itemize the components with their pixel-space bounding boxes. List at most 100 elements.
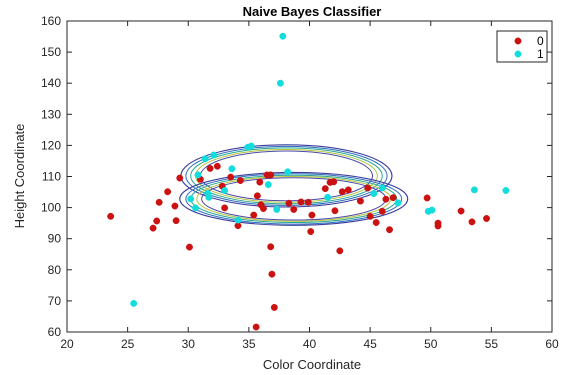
class-0-point bbox=[331, 207, 339, 215]
class-1-point bbox=[284, 168, 292, 176]
class-1-point bbox=[228, 165, 236, 173]
class-0-point bbox=[171, 202, 179, 210]
class-0-point bbox=[330, 178, 338, 186]
class-0-point bbox=[267, 171, 275, 179]
class-0-point bbox=[213, 162, 221, 170]
class-0-point bbox=[378, 207, 386, 215]
class-0-point bbox=[457, 207, 465, 215]
class-1-point bbox=[273, 206, 281, 213]
x-tick-label: 45 bbox=[363, 337, 377, 351]
plot-layer bbox=[107, 32, 510, 331]
class-1-point bbox=[221, 187, 229, 194]
y-tick-label: 80 bbox=[48, 263, 62, 277]
class-0-point bbox=[176, 174, 184, 182]
class-1-point bbox=[428, 206, 436, 214]
class-0-point bbox=[285, 199, 293, 207]
x-tick-label: 20 bbox=[60, 337, 74, 351]
class-1-point bbox=[205, 193, 213, 201]
legend: 01 bbox=[496, 30, 548, 63]
class-1-point bbox=[247, 142, 255, 150]
class-1-point bbox=[370, 190, 378, 198]
y-tick-label: 140 bbox=[41, 76, 61, 90]
class-0-point bbox=[483, 215, 490, 222]
y-tick-label: 160 bbox=[41, 14, 61, 28]
contour-line bbox=[185, 173, 403, 225]
y-tick-label: 70 bbox=[48, 294, 62, 308]
class-0-point bbox=[149, 224, 157, 232]
class-0-point bbox=[155, 198, 163, 206]
class-0-point bbox=[268, 270, 276, 278]
class-0-point bbox=[308, 211, 316, 219]
class-0-point bbox=[164, 188, 172, 196]
class-0-point bbox=[153, 217, 161, 225]
x-tick-label: 55 bbox=[485, 337, 499, 351]
x-axis-label: Color Coordinate bbox=[263, 357, 361, 372]
legend-marker bbox=[514, 37, 522, 45]
class-0-point bbox=[267, 243, 275, 251]
legend-marker bbox=[514, 50, 522, 58]
x-tick-label: 40 bbox=[303, 337, 317, 351]
class-1-point bbox=[130, 299, 138, 307]
y-axis-label: Height Coordinate bbox=[12, 124, 27, 229]
class-0-point bbox=[250, 211, 258, 219]
class-1-point bbox=[264, 181, 272, 189]
class-0-point bbox=[297, 198, 305, 206]
class-0-point bbox=[356, 197, 364, 205]
chart-title: Naive Bayes Classifier bbox=[243, 4, 382, 19]
class-0-point bbox=[307, 228, 315, 235]
class-0-point bbox=[382, 195, 390, 203]
class-0-point bbox=[434, 219, 442, 227]
class-1-point bbox=[276, 79, 284, 87]
class-0-point bbox=[290, 206, 298, 213]
x-tick-label: 25 bbox=[121, 337, 135, 351]
class-1-point bbox=[234, 216, 242, 224]
class-0-point bbox=[206, 164, 214, 172]
class-0-point bbox=[364, 184, 372, 192]
y-tick-label: 150 bbox=[41, 45, 61, 59]
legend-box bbox=[496, 30, 548, 63]
x-tick-label: 35 bbox=[242, 337, 256, 351]
class-0-point bbox=[338, 188, 346, 196]
y-tick-label: 130 bbox=[41, 107, 61, 121]
class-0-point bbox=[252, 323, 260, 331]
x-tick-label: 50 bbox=[424, 337, 438, 351]
class-0-point bbox=[372, 219, 380, 226]
class-0-point bbox=[221, 204, 229, 212]
class-1-point bbox=[201, 155, 209, 163]
class-1-point bbox=[194, 171, 202, 179]
y-tick-label: 120 bbox=[41, 138, 61, 152]
contour-line bbox=[179, 171, 409, 226]
x-tick-label: 60 bbox=[545, 337, 559, 351]
class-0-point bbox=[344, 186, 352, 194]
class-0-point bbox=[468, 218, 476, 226]
class-1-point bbox=[210, 151, 218, 159]
class-0-point bbox=[423, 194, 431, 202]
class-0-point bbox=[270, 303, 278, 311]
class-0-point bbox=[256, 178, 264, 186]
class-1-point bbox=[378, 184, 386, 192]
y-tick-label: 60 bbox=[48, 325, 62, 339]
y-tick-label: 90 bbox=[48, 232, 62, 246]
legend-label: 1 bbox=[537, 47, 544, 61]
class-1-point bbox=[502, 187, 510, 194]
class-0-point bbox=[321, 185, 329, 193]
class-1-point bbox=[324, 193, 332, 201]
legend-label: 0 bbox=[537, 34, 544, 48]
class-1-point bbox=[394, 199, 402, 207]
class-0-point bbox=[389, 194, 397, 202]
class-0-point bbox=[304, 198, 312, 206]
class-0-point bbox=[386, 226, 393, 234]
y-tick-label: 100 bbox=[41, 201, 61, 215]
class-0-point bbox=[186, 243, 193, 251]
class-1-point bbox=[279, 32, 287, 40]
axis-layer: 20 25 30 35 40 45 50 55 60 60 70 80 90 100 110 120 130 14… bbox=[41, 14, 559, 351]
class-0-point bbox=[227, 173, 235, 181]
class-1-point bbox=[470, 186, 478, 194]
class-0-point bbox=[172, 217, 180, 225]
class-1-point bbox=[192, 204, 199, 212]
class-0-point bbox=[236, 177, 244, 184]
class-0-point bbox=[366, 212, 374, 220]
x-tick-label: 30 bbox=[182, 337, 196, 351]
